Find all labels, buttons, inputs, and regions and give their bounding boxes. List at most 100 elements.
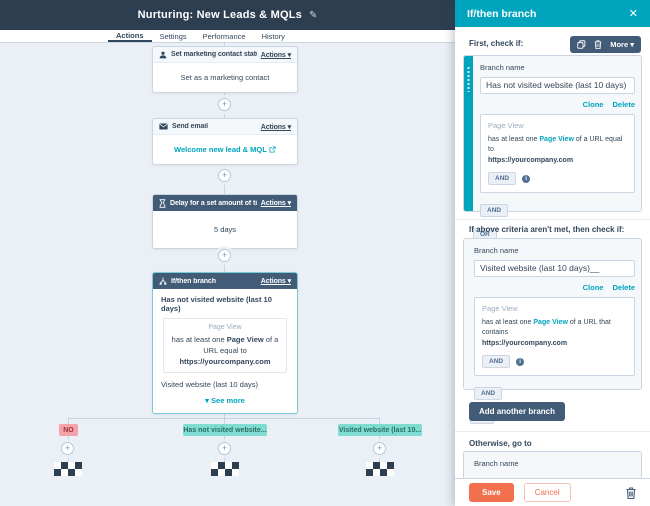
action-card-header: If/then branch Actions ▾	[153, 273, 297, 289]
tab-performance[interactable]: Performance	[202, 32, 246, 41]
connector-line	[224, 418, 225, 462]
filter-category: Page View	[488, 120, 524, 130]
section-divider	[455, 219, 650, 220]
action-card-ifthen-branch[interactable]: If/then branch Actions ▾ Has not visited…	[152, 272, 298, 414]
branch-name-label: Branch name	[474, 246, 519, 255]
save-button[interactable]: Save	[469, 483, 514, 502]
workflow-canvas[interactable]: Set marketing contact status Actions ▾ S…	[0, 43, 455, 506]
branch-split-icon	[159, 277, 167, 285]
and-button[interactable]: AND	[480, 204, 509, 217]
edit-title-icon[interactable]: ✎	[308, 9, 318, 21]
branch-toolbar: More ▾	[570, 36, 641, 53]
action-card-header: Set marketing contact status Actions ▾	[153, 47, 297, 63]
action-card-header: Delay for a set amount of time Actions ▾	[153, 195, 297, 211]
add-action-button[interactable]: +	[373, 442, 386, 455]
action-card-title: If/then branch	[171, 277, 216, 285]
workflow-end-flag-icon	[366, 462, 394, 476]
panel-footer: Save Cancel	[455, 478, 650, 506]
connector-line	[68, 418, 69, 462]
action-card-title: Set marketing contact status	[171, 51, 257, 58]
card-actions-menu[interactable]: Actions ▾	[260, 51, 291, 59]
add-action-button[interactable]: +	[218, 249, 231, 262]
branch-name-input[interactable]	[474, 259, 635, 277]
branch-drag-handle[interactable]	[464, 56, 473, 211]
add-action-button[interactable]: +	[218, 98, 231, 111]
and-button[interactable]: AND	[482, 355, 511, 368]
action-card-header: Send email Actions ▾	[153, 119, 297, 135]
delay-duration: 5 days	[213, 225, 237, 234]
section-label-otherwise: Otherwise, go to	[469, 439, 532, 448]
branch-card-otherwise: Branch name	[463, 451, 642, 478]
panel-header: If/then branch ✕	[455, 0, 650, 27]
clone-branch-icon[interactable]	[577, 40, 586, 49]
workflow-end-flag-icon	[211, 462, 239, 476]
branch-name-input[interactable]	[480, 76, 635, 94]
card-actions-menu[interactable]: Actions ▾	[260, 278, 291, 285]
branch2-title: Visited website (last 10 days)	[161, 380, 258, 389]
external-link-icon[interactable]	[269, 145, 276, 154]
section-divider	[455, 431, 650, 432]
filter-group[interactable]: Page View has at least one Page View of …	[474, 296, 635, 376]
delete-action-icon[interactable]	[626, 486, 636, 499]
see-more-link[interactable]: ▾ See more	[205, 396, 245, 405]
filter-category: Page View	[482, 303, 518, 313]
branch-card-1: Branch name Clone Delete Page View has a…	[463, 55, 642, 241]
workflow-end-flag-icon	[54, 462, 82, 476]
filter-url: https://yourcompany.com	[482, 339, 568, 347]
section-label-else-check: If above criteria aren't met, then check…	[469, 225, 625, 234]
info-icon: i	[516, 357, 525, 366]
branch-label-visited[interactable]: Visited website (last 10...	[338, 424, 422, 436]
delete-branch-icon[interactable]	[594, 40, 602, 49]
panel-body: First, check if: More ▾ Branch name Clon…	[455, 27, 650, 478]
tab-actions[interactable]: Actions	[108, 30, 152, 42]
email-envelope-icon	[159, 123, 168, 130]
branch-label-has-not-visited[interactable]: Has not visited website...	[183, 424, 267, 436]
filter-type-link[interactable]: Page View	[533, 318, 568, 326]
filter-type: Page View	[226, 335, 264, 344]
drag-dots-icon	[467, 66, 470, 92]
ifthen-branch-panel: If/then branch ✕ First, check if: More ▾…	[455, 0, 650, 506]
info-icon: i	[522, 174, 531, 183]
card-actions-menu[interactable]: Actions ▾	[260, 200, 291, 207]
branch-name-label: Branch name	[480, 63, 525, 72]
hourglass-icon	[159, 198, 166, 208]
action-card-set-contact-status[interactable]: Set marketing contact status Actions ▾ S…	[152, 46, 298, 93]
add-action-button[interactable]: +	[218, 442, 231, 455]
filter-url: https://yourcompany.com	[179, 357, 271, 366]
contact-person-icon	[159, 51, 167, 59]
action-card-delay[interactable]: Delay for a set amount of time Actions ▾…	[152, 194, 298, 249]
action-card-title: Send email	[172, 123, 208, 130]
workflow-pane: Nurturing: New Leads & MQLs ✎ Actions Se…	[0, 0, 455, 506]
connector-line	[379, 418, 380, 462]
branch-label-no[interactable]: NO	[59, 424, 78, 436]
clone-link[interactable]: Clone	[582, 282, 604, 292]
connector-line	[224, 43, 225, 47]
action-card-summary: Set as a marketing contact	[180, 73, 270, 82]
add-another-branch-button[interactable]: Add another branch	[469, 402, 566, 421]
add-action-button[interactable]: +	[218, 169, 231, 182]
branch-name-label: Branch name	[474, 459, 519, 468]
tab-history[interactable]: History	[261, 32, 285, 41]
more-menu-button[interactable]: More ▾	[610, 40, 634, 49]
delete-link[interactable]: Delete	[612, 99, 635, 109]
close-icon[interactable]: ✕	[628, 8, 638, 20]
action-card-title: Delay for a set amount of time	[170, 199, 257, 207]
filter-group[interactable]: Page View has at least one Page View of …	[480, 113, 635, 193]
cancel-button[interactable]: Cancel	[523, 483, 571, 502]
filter-type-link[interactable]: Page View	[539, 135, 574, 143]
workflow-tabs: Actions Settings Performance History	[0, 30, 455, 43]
and-button[interactable]: AND	[488, 172, 517, 185]
and-button[interactable]: AND	[474, 387, 503, 400]
add-action-button[interactable]: +	[61, 442, 74, 455]
email-link[interactable]: Welcome new lead & MQL	[174, 145, 267, 154]
tab-settings[interactable]: Settings	[159, 32, 187, 41]
clone-link[interactable]: Clone	[582, 99, 604, 109]
branch-card-2: Branch name Clone Delete Page View has a…	[463, 238, 642, 424]
action-card-send-email[interactable]: Send email Actions ▾ Welcome new lead & …	[152, 118, 298, 165]
branch-filter-summary: Page View has at least one Page View of …	[163, 318, 287, 373]
card-actions-menu[interactable]: Actions ▾	[260, 123, 291, 131]
section-label-first-check: First, check if:	[469, 39, 524, 48]
delete-link[interactable]: Delete	[612, 282, 635, 292]
panel-title: If/then branch	[467, 7, 537, 20]
